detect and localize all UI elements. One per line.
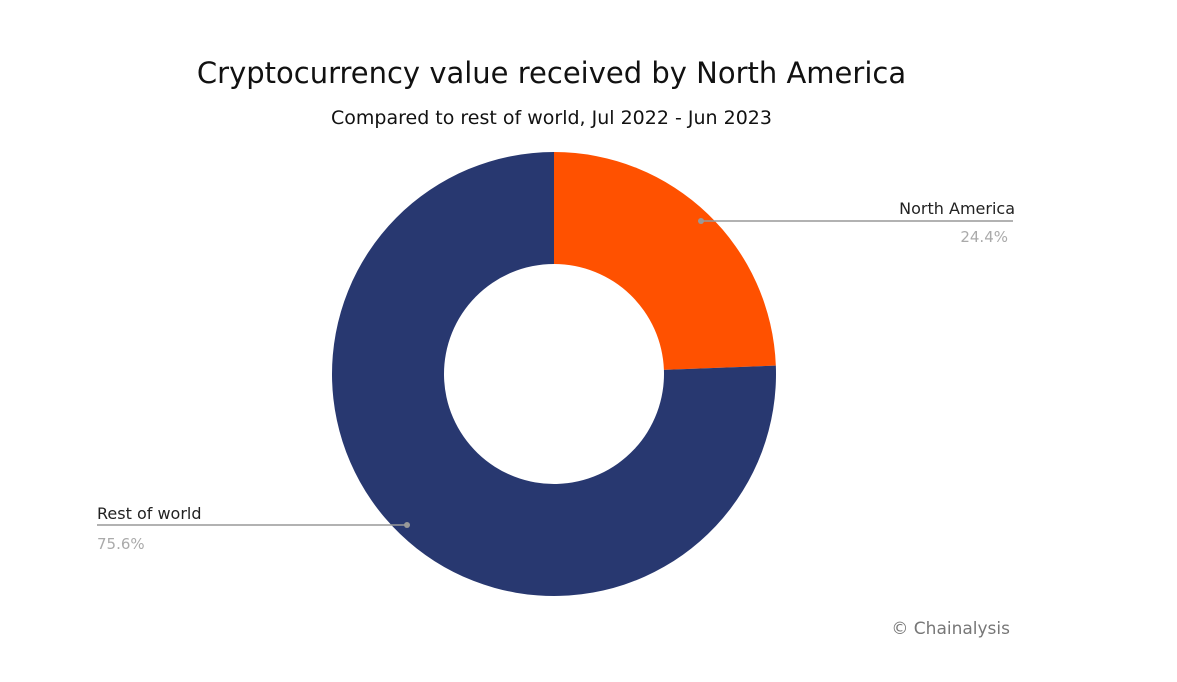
value-north-america: 24.4% [960, 228, 1008, 246]
label-rest-of-world: Rest of world [97, 504, 202, 523]
leader-dot-north-america [698, 218, 704, 224]
label-north-america: North America [899, 199, 1015, 218]
chart-subtitle: Compared to rest of world, Jul 2022 - Ju… [331, 107, 772, 129]
credit: © Chainalysis [891, 619, 1010, 639]
value-rest-of-world: 75.6% [97, 535, 145, 553]
chart-title: Cryptocurrency value received by North A… [196, 56, 907, 90]
leader-dot-rest-of-world [404, 522, 410, 528]
slice-rest-of-world [332, 152, 776, 597]
slice-north-america [554, 152, 776, 370]
